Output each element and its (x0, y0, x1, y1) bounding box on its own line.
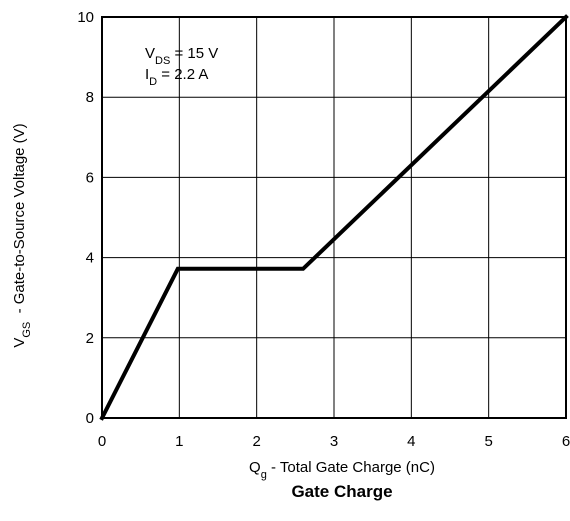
annotation-line: VDS = 15 V (145, 45, 218, 67)
plot-frame (101, 16, 567, 419)
series-layer (99, 14, 569, 421)
x-tick-label: 1 (175, 433, 183, 450)
y-tick-label: 4 (86, 250, 94, 267)
x-tick-label: 5 (484, 433, 492, 450)
x-tick-label: 2 (252, 433, 260, 450)
y-axis-label: VGS - Gate-to-Source Voltage (V) (11, 123, 33, 347)
y-tick-label: 10 (77, 9, 94, 26)
x-tick-label: 0 (98, 433, 106, 450)
x-tick-label: 4 (407, 433, 415, 450)
x-tick-label: 6 (562, 433, 570, 450)
y-axis-label-sub: GS (21, 322, 33, 338)
annotation-sub: D (149, 76, 157, 88)
annotation-main: I (145, 66, 149, 83)
x-axis-label: Qg - Total Gate Charge (nC) (249, 459, 435, 481)
annotation-main: V (145, 45, 155, 62)
y-axis-label-main: V (11, 338, 28, 348)
y-tick-labels: 0 2 4 6 8 10 (77, 9, 94, 427)
y-tick-label: 0 (86, 410, 94, 427)
x-tick-labels: 0 1 2 3 4 5 6 (98, 433, 570, 450)
y-tick-label: 8 (86, 89, 94, 106)
grid-lines (102, 17, 566, 418)
chart-caption: Gate Charge (291, 482, 392, 501)
series-line-0 (99, 14, 569, 421)
annotation-line: ID = 2.2 A (145, 66, 208, 88)
x-axis-label-rest: - Total Gate Charge (nC) (267, 459, 435, 476)
x-axis-label-sub: g (261, 469, 267, 481)
y-tick-label: 2 (86, 330, 94, 347)
y-axis-label-rest: - Gate-to-Source Voltage (V) (11, 123, 28, 321)
annotation-rest: = 15 V (170, 45, 218, 62)
y-tick-label: 6 (86, 169, 94, 186)
annotation-sub: DS (155, 55, 170, 67)
annotation-rest: = 2.2 A (157, 66, 208, 83)
x-axis-label-main: Q (249, 459, 261, 476)
annotation-group: VDS = 15 VID = 2.2 A (145, 45, 218, 88)
x-tick-label: 3 (330, 433, 338, 450)
